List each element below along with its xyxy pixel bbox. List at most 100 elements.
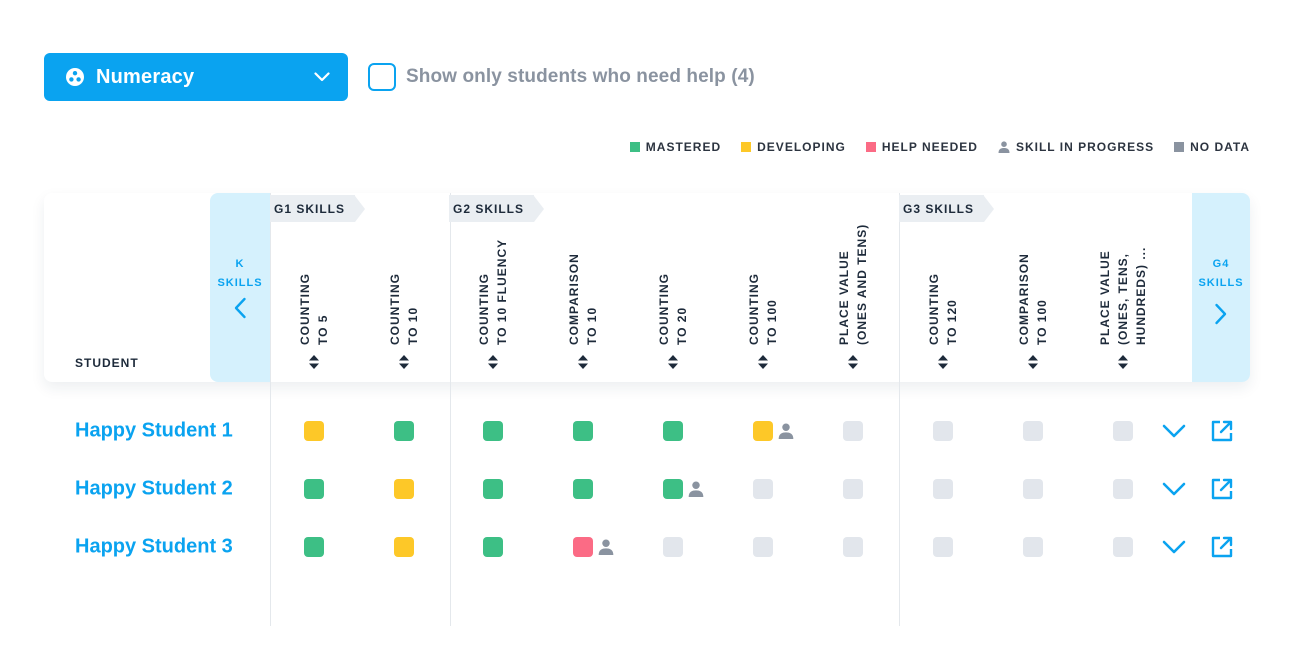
skill-status-cell[interactable] xyxy=(663,479,704,499)
skill-status-cell[interactable] xyxy=(483,479,503,499)
prev-grade-line: SKILLS xyxy=(217,277,263,289)
skill-header-line: PLACE VALUE xyxy=(1098,250,1112,345)
status-mastered-indicator xyxy=(483,537,503,557)
skill-header[interactable]: COUNTING TO 5 xyxy=(284,225,344,375)
skill-status-cell[interactable] xyxy=(843,537,863,557)
skill-status-cell[interactable] xyxy=(394,537,414,557)
sort-icon[interactable] xyxy=(668,355,678,369)
skill-status-cell[interactable] xyxy=(573,479,593,499)
skill-status-cell[interactable] xyxy=(1023,537,1043,557)
skill-header-line: COUNTING xyxy=(388,273,402,345)
skill-header[interactable]: COMPARISON TO 10 xyxy=(553,225,613,375)
skill-status-cell[interactable] xyxy=(483,421,503,441)
status-developing-indicator xyxy=(394,537,414,557)
skill-header[interactable]: PLACE VALUE (ONES, TENS, HUNDREDS) ... xyxy=(1093,225,1153,375)
sort-icon[interactable] xyxy=(758,355,768,369)
skill-status-cell[interactable] xyxy=(753,537,773,557)
skill-status-cell[interactable] xyxy=(573,537,614,557)
legend-in-progress: SKILL IN PROGRESS xyxy=(998,140,1154,154)
legend-label: SKILL IN PROGRESS xyxy=(1015,140,1155,154)
grade-tag-label: G3 SKILLS xyxy=(899,195,985,222)
skill-status-cell[interactable] xyxy=(933,421,953,441)
student-name-link[interactable]: Happy Student 1 xyxy=(75,419,233,442)
expand-row-icon[interactable] xyxy=(1162,424,1186,438)
prev-grade-line: K xyxy=(235,258,245,270)
status-nodata-indicator xyxy=(843,421,863,441)
help-filter-label: Show only students who need help (4) xyxy=(406,66,755,87)
skill-status-cell[interactable] xyxy=(304,537,324,557)
status-mastered-indicator xyxy=(663,421,683,441)
skill-status-cell[interactable] xyxy=(843,479,863,499)
skill-status-cell[interactable] xyxy=(483,537,503,557)
status-nodata-indicator xyxy=(663,537,683,557)
skill-status-cell[interactable] xyxy=(1113,421,1133,441)
skill-header[interactable]: COUNTING TO 20 xyxy=(643,225,703,375)
sort-icon[interactable] xyxy=(938,355,948,369)
status-nodata-indicator xyxy=(1023,537,1043,557)
expand-row-icon[interactable] xyxy=(1162,540,1186,554)
status-nodata-indicator xyxy=(843,479,863,499)
skill-header-line: TO 120 xyxy=(945,299,959,345)
sort-icon[interactable] xyxy=(578,355,588,369)
legend-help-needed: HELP NEEDED xyxy=(865,140,978,154)
skill-status-cell[interactable] xyxy=(663,537,683,557)
status-mastered-indicator xyxy=(663,479,683,499)
skill-header[interactable]: COMPARISON TO 100 xyxy=(1003,225,1063,375)
skill-header-line: COUNTING xyxy=(747,273,761,345)
open-external-icon[interactable] xyxy=(1210,419,1234,443)
prev-grade-button[interactable]: K SKILLS xyxy=(210,193,270,382)
skill-header-line: TO 20 xyxy=(675,306,689,345)
skill-header-label: PLACE VALUE (ONES, TENS, HUNDREDS) ... xyxy=(1096,247,1150,345)
skill-header-line: COUNTING xyxy=(298,273,312,345)
status-developing-indicator xyxy=(753,421,773,441)
skill-header-label: COUNTING TO 10 xyxy=(386,273,422,345)
skill-status-cell[interactable] xyxy=(1023,479,1043,499)
sort-icon[interactable] xyxy=(1028,355,1038,369)
sort-icon[interactable] xyxy=(309,355,319,369)
open-external-icon[interactable] xyxy=(1210,477,1234,501)
skill-header-line: COUNTING xyxy=(657,273,671,345)
skill-status-cell[interactable] xyxy=(753,421,794,441)
skill-header[interactable]: COUNTING TO 120 xyxy=(913,225,973,375)
grade-divider xyxy=(899,193,900,626)
skill-status-cell[interactable] xyxy=(843,421,863,441)
skill-header-label: PLACE VALUE (ONES AND TENS) xyxy=(835,224,871,345)
sort-icon[interactable] xyxy=(399,355,409,369)
next-grade-button[interactable]: G4 SKILLS xyxy=(1192,193,1250,382)
sort-icon[interactable] xyxy=(488,355,498,369)
legend-no-data: NO DATA xyxy=(1174,140,1250,154)
skill-status-cell[interactable] xyxy=(933,479,953,499)
skill-header-line: COUNTING xyxy=(927,273,941,345)
skill-header[interactable]: COUNTING TO 100 xyxy=(733,225,793,375)
next-grade-line: SKILLS xyxy=(1198,277,1244,289)
skill-status-cell[interactable] xyxy=(1113,537,1133,557)
skill-status-cell[interactable] xyxy=(573,421,593,441)
skill-status-cell[interactable] xyxy=(663,421,683,441)
skill-status-cell[interactable] xyxy=(1113,479,1133,499)
student-name-link[interactable]: Happy Student 2 xyxy=(75,477,233,500)
student-name-link[interactable]: Happy Student 3 xyxy=(75,535,233,558)
status-developing-indicator xyxy=(394,479,414,499)
skill-status-cell[interactable] xyxy=(1023,421,1043,441)
skill-status-cell[interactable] xyxy=(394,421,414,441)
skill-header[interactable]: COUNTING TO 10 FLUENCY xyxy=(463,225,523,375)
skill-header[interactable]: COUNTING TO 10 xyxy=(374,225,434,375)
status-nodata-indicator xyxy=(753,479,773,499)
skill-header-line: COMPARISON xyxy=(1017,253,1031,345)
sort-icon[interactable] xyxy=(1118,355,1128,369)
help-filter-checkbox[interactable] xyxy=(368,63,396,91)
skill-status-cell[interactable] xyxy=(394,479,414,499)
skill-status-cell[interactable] xyxy=(933,537,953,557)
skill-header[interactable]: PLACE VALUE (ONES AND TENS) xyxy=(823,224,883,375)
skill-status-cell[interactable] xyxy=(753,479,773,499)
legend-label: DEVELOPING xyxy=(757,140,846,154)
skill-header-label: COUNTING TO 10 FLUENCY xyxy=(475,239,511,345)
help-filter[interactable]: Show only students who need help (4) xyxy=(368,63,755,91)
expand-row-icon[interactable] xyxy=(1162,482,1186,496)
subject-dropdown[interactable]: Numeracy xyxy=(44,53,348,101)
person-icon xyxy=(998,141,1010,153)
open-external-icon[interactable] xyxy=(1210,535,1234,559)
skill-status-cell[interactable] xyxy=(304,421,324,441)
sort-icon[interactable] xyxy=(848,355,858,369)
skill-status-cell[interactable] xyxy=(304,479,324,499)
